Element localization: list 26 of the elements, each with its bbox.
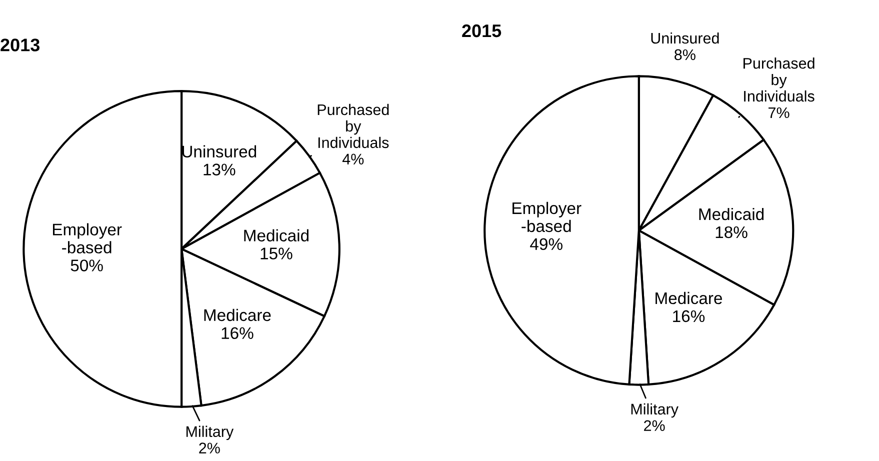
slice-label: Purchased by Individuals — [744, 58, 814, 102]
data-label: 16% — [222, 327, 254, 340]
data-label: 4% — [342, 154, 364, 164]
data-label: 16% — [673, 310, 705, 322]
slice-label: Military — [186, 426, 234, 440]
slice-label: Medicaid — [244, 229, 308, 242]
slice-label: Uninsured — [651, 32, 719, 44]
slice-label: Purchased by Individuals — [318, 104, 389, 148]
slice-label: Employer -based — [512, 202, 582, 232]
chart-title: 2015 — [462, 24, 502, 38]
chart-title: 2013 — [0, 38, 40, 52]
data-label: 8% — [674, 49, 696, 60]
slice-label: Uninsured — [182, 145, 256, 158]
slice-label: Employer -based — [52, 223, 122, 254]
data-label: 18% — [716, 226, 748, 238]
slice-label: Medicare — [204, 308, 271, 322]
data-label: 13% — [204, 164, 236, 176]
data-label: 2% — [644, 420, 665, 431]
slice-label: Military — [631, 403, 678, 418]
data-label: 15% — [260, 248, 292, 260]
slice-label: Medicaid — [699, 208, 764, 220]
data-label: 50% — [70, 260, 103, 272]
data-label: 2% — [199, 442, 220, 454]
data-label: 49% — [530, 238, 562, 250]
slice-label: Medicare — [656, 292, 722, 304]
data-label: 7% — [768, 107, 790, 118]
